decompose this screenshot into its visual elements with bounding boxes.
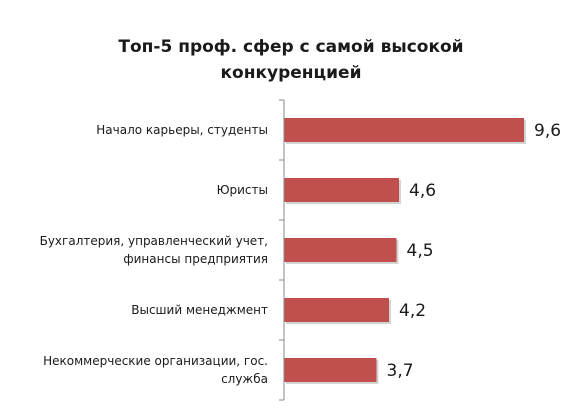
data-label: 9,6 xyxy=(534,121,561,141)
bar xyxy=(284,238,397,262)
chart-title: Топ-5 проф. сфер с самой высокой конкуре… xyxy=(0,34,582,86)
data-label: 4,6 xyxy=(409,181,436,201)
category-label: Начало карьеры, студенты xyxy=(96,123,268,137)
bar xyxy=(284,358,377,382)
chart-title-line-1: Топ-5 проф. сфер с самой высокой xyxy=(118,37,464,57)
data-label: 3,7 xyxy=(387,361,414,381)
category-label: служба xyxy=(221,372,268,386)
bar xyxy=(284,178,399,202)
bars-layer xyxy=(284,118,526,384)
category-label: Высший менеджмент xyxy=(131,303,268,317)
category-label: Некоммерческие организации, гос. xyxy=(43,354,268,368)
category-label: финансы предприятия xyxy=(123,252,268,266)
bar xyxy=(284,298,389,322)
data-label: 4,2 xyxy=(399,301,426,321)
category-label: Бухгалтерия, управленческий учет, xyxy=(40,234,268,248)
chart-title-line-2: конкуренцией xyxy=(220,63,362,83)
bar xyxy=(284,118,524,142)
data-label: 4,5 xyxy=(407,241,434,261)
labels-layer: 9,6 Начало карьеры, студенты 4,6 Юристы 4,5 Б… xyxy=(40,121,561,386)
category-label: Юристы xyxy=(217,183,268,197)
axis-ticks xyxy=(279,99,284,401)
